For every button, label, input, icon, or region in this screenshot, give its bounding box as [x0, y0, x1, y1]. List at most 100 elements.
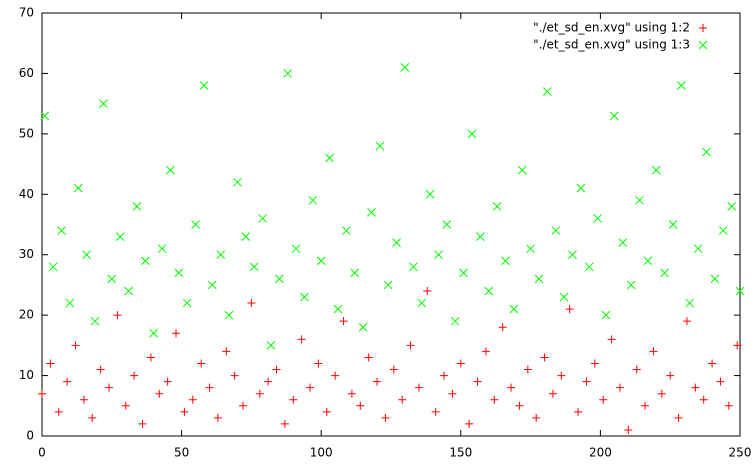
point [140, 256, 150, 266]
point [40, 111, 50, 121]
point [557, 371, 566, 380]
point [641, 401, 650, 410]
point [400, 63, 410, 72]
point [632, 365, 641, 374]
point [735, 286, 745, 296]
point [568, 250, 577, 260]
point [456, 359, 465, 368]
point [57, 226, 66, 235]
point [48, 262, 58, 272]
point [431, 407, 440, 416]
point [331, 371, 340, 380]
point [677, 81, 686, 90]
point [239, 401, 248, 410]
point [716, 377, 725, 386]
point [138, 419, 147, 428]
point [417, 298, 427, 308]
point [574, 407, 583, 416]
point [515, 401, 524, 410]
point [191, 220, 200, 229]
point [105, 383, 114, 392]
point [465, 419, 474, 428]
point [333, 304, 343, 314]
point [314, 359, 323, 368]
point [651, 165, 661, 175]
point [576, 183, 586, 193]
point [381, 413, 390, 422]
point [249, 262, 259, 272]
point [724, 401, 733, 410]
point [79, 395, 88, 404]
point [121, 401, 130, 410]
point [498, 323, 507, 332]
point [96, 365, 105, 374]
point [425, 189, 435, 199]
point [601, 310, 611, 320]
point [481, 347, 490, 356]
point [130, 371, 139, 380]
point [347, 389, 356, 398]
point [548, 389, 557, 398]
point [172, 329, 181, 338]
point [440, 371, 449, 380]
point [308, 195, 318, 205]
point [708, 359, 717, 368]
point [88, 413, 97, 422]
point [124, 286, 133, 296]
legend-marker [699, 24, 707, 32]
legend-marker [698, 40, 708, 50]
point [459, 268, 468, 278]
point [657, 389, 666, 398]
point [398, 395, 407, 404]
point [213, 413, 222, 422]
point [174, 268, 184, 278]
point [674, 413, 683, 422]
point [364, 353, 373, 362]
point [166, 165, 175, 175]
point [205, 383, 214, 392]
point [107, 274, 117, 284]
point [283, 69, 293, 78]
point [373, 377, 382, 386]
point [82, 250, 92, 260]
point [73, 183, 83, 193]
point [199, 81, 209, 90]
point [682, 317, 691, 326]
point [699, 395, 708, 404]
point [551, 226, 561, 235]
point [423, 286, 432, 295]
point [255, 389, 264, 398]
point [618, 238, 628, 247]
point [280, 419, 289, 428]
point [526, 244, 535, 254]
x-tick-label: 250 [729, 446, 752, 460]
point [484, 286, 494, 296]
point [534, 274, 544, 284]
point [442, 220, 452, 229]
point [182, 298, 192, 308]
point [149, 328, 159, 338]
point [406, 341, 415, 350]
y-tick-label: 10 [19, 368, 34, 382]
point [375, 141, 385, 151]
point [517, 165, 527, 175]
point [607, 335, 616, 344]
point [306, 383, 315, 392]
point [132, 202, 142, 211]
point [649, 347, 658, 356]
point [584, 262, 594, 272]
point [434, 250, 443, 260]
point [316, 256, 326, 266]
point [733, 341, 742, 350]
point [590, 359, 599, 368]
point [660, 268, 669, 278]
point [46, 359, 55, 368]
point [718, 226, 728, 235]
point [408, 262, 418, 272]
point [222, 347, 231, 356]
point [593, 214, 602, 223]
point [635, 195, 644, 205]
point [626, 280, 636, 290]
point [710, 274, 720, 284]
point [509, 304, 519, 314]
